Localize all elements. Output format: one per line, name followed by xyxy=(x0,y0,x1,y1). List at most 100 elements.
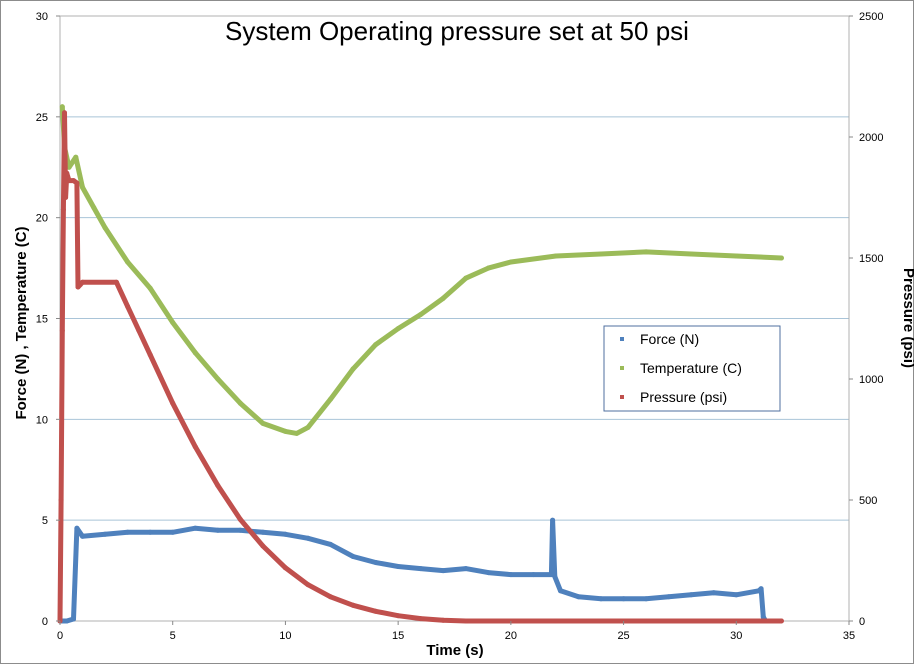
data-point-force xyxy=(102,531,108,537)
series-line-force xyxy=(57,517,769,624)
data-point-pressure xyxy=(237,516,243,522)
data-point-force xyxy=(758,586,764,592)
series-temperature xyxy=(59,104,784,436)
data-point-pressure xyxy=(553,618,559,624)
data-point-pressure xyxy=(305,582,311,588)
y-left-tick-label: 0 xyxy=(42,616,48,628)
data-point-force xyxy=(711,590,717,596)
data-point-force xyxy=(576,594,581,600)
data-point-pressure xyxy=(74,180,80,186)
legend-item-temperature: Temperature (C) xyxy=(620,360,742,376)
data-point-temperature xyxy=(260,420,266,426)
data-point-temperature xyxy=(80,184,85,190)
data-point-force xyxy=(395,564,401,569)
legend-marker-force xyxy=(620,337,624,341)
y-right-tick-label: 2000 xyxy=(859,132,883,144)
x-tick-label: 20 xyxy=(505,630,517,642)
legend-item-force: Force (N) xyxy=(620,331,699,347)
legend-marker-temperature xyxy=(620,366,624,370)
x-tick-label: 5 xyxy=(170,630,176,642)
data-point-temperature xyxy=(66,164,72,170)
x-axis-title: Time (s) xyxy=(426,642,483,659)
data-point-force xyxy=(688,592,694,598)
data-point-pressure xyxy=(328,594,333,600)
data-point-pressure xyxy=(643,618,649,624)
data-point-force xyxy=(760,614,766,620)
data-point-force xyxy=(192,525,198,531)
data-point-force xyxy=(463,566,469,572)
data-point-temperature xyxy=(125,259,131,265)
data-point-pressure xyxy=(260,543,266,549)
data-point-temperature xyxy=(102,225,108,231)
y-right-tick-label: 500 xyxy=(859,495,877,507)
data-point-force xyxy=(733,592,739,598)
data-point-force xyxy=(170,529,176,535)
data-point-pressure xyxy=(58,497,64,503)
x-tick-label: 0 xyxy=(57,630,63,642)
data-point-temperature xyxy=(147,285,153,291)
data-point-temperature xyxy=(688,251,694,257)
x-tick-label: 15 xyxy=(392,630,404,642)
legend-marker-pressure xyxy=(620,395,624,399)
data-point-force xyxy=(215,527,221,533)
data-point-force xyxy=(64,618,70,624)
data-point-force xyxy=(147,529,153,535)
data-point-force xyxy=(485,570,491,576)
data-point-force xyxy=(71,616,76,622)
data-point-temperature xyxy=(643,249,649,255)
data-point-temperature xyxy=(215,376,221,382)
series-line-temperature xyxy=(59,104,784,436)
data-point-force xyxy=(440,568,446,574)
data-point-pressure xyxy=(418,616,424,622)
data-point-pressure xyxy=(113,279,119,285)
data-point-temperature xyxy=(73,154,79,160)
legend: Force (N) Temperature (C) Pressure (psi) xyxy=(603,325,781,412)
data-point-temperature xyxy=(350,366,356,372)
data-point-pressure xyxy=(80,279,85,285)
data-point-temperature xyxy=(508,259,514,265)
data-point-temperature xyxy=(440,295,446,301)
chart-title: System Operating pressure set at 50 psi xyxy=(225,16,689,46)
data-point-temperature xyxy=(282,428,288,434)
data-point-temperature xyxy=(778,255,784,261)
data-point-force xyxy=(418,566,424,572)
data-point-pressure xyxy=(170,400,176,406)
series-pressure xyxy=(57,110,784,624)
data-point-force xyxy=(558,588,563,594)
data-point-force xyxy=(530,572,536,578)
y-left-tick-label: 10 xyxy=(36,414,48,426)
data-point-temperature xyxy=(328,396,333,402)
data-point-temperature xyxy=(373,342,379,348)
data-point-pressure xyxy=(215,483,221,488)
data-point-temperature xyxy=(485,265,491,271)
data-point-temperature xyxy=(598,251,604,257)
data-point-pressure xyxy=(63,195,69,200)
data-point-pressure xyxy=(125,303,131,309)
data-point-pressure xyxy=(350,602,356,608)
data-point-temperature xyxy=(418,312,424,317)
data-point-pressure xyxy=(282,565,288,571)
data-point-force xyxy=(328,541,333,547)
data-point-pressure xyxy=(395,613,401,619)
data-point-force xyxy=(125,529,131,535)
data-point-pressure xyxy=(64,170,70,176)
y-left-tick-label: 20 xyxy=(36,213,48,225)
data-point-pressure xyxy=(62,110,67,116)
data-point-force xyxy=(282,531,288,537)
data-point-pressure xyxy=(66,178,72,184)
data-point-temperature xyxy=(170,320,176,325)
y-axis-left-title: Force (N) , Temperature (C) xyxy=(13,226,30,419)
y-right-tick-label: 1500 xyxy=(859,253,883,265)
data-point-pressure xyxy=(192,444,198,450)
y-left-tick-label: 30 xyxy=(36,11,48,23)
y-right-tick-label: 0 xyxy=(859,616,865,628)
data-point-temperature xyxy=(305,424,311,430)
data-point-pressure xyxy=(136,328,142,334)
series-layer xyxy=(57,104,784,624)
data-point-force xyxy=(237,527,243,533)
data-point-force xyxy=(305,535,311,541)
data-point-pressure xyxy=(778,618,784,624)
y-right-tick-label: 1000 xyxy=(859,374,883,386)
ticks-layer: 0 5 10 15 20 25 30 35 0 5 10 15 20 25 30 0 500 1000 1500 20… xyxy=(36,11,884,642)
